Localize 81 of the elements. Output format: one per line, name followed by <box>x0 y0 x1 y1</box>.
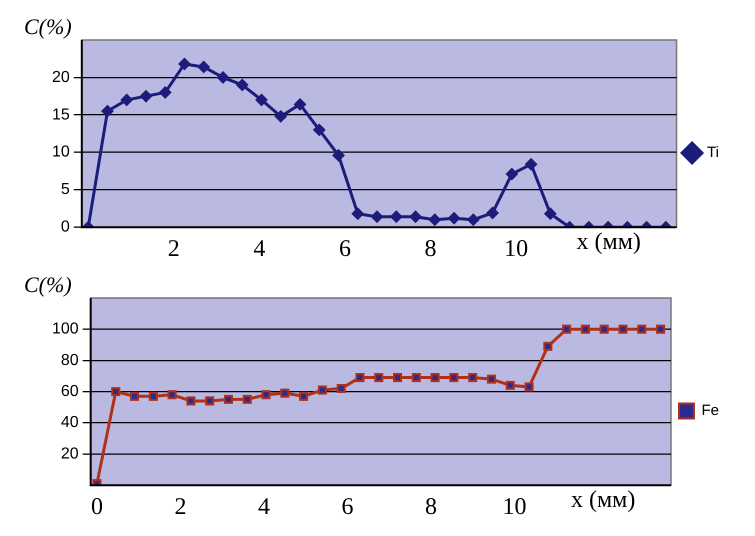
point <box>120 94 133 106</box>
point <box>242 394 252 404</box>
point <box>352 208 364 220</box>
point <box>410 210 422 223</box>
point <box>544 208 556 220</box>
x-axis-title: x (мм) <box>576 229 641 256</box>
y-tick-label: 10 <box>52 144 70 161</box>
point <box>468 373 478 382</box>
x-tick-label: 0 <box>90 494 103 520</box>
point <box>313 124 326 136</box>
point <box>256 94 268 106</box>
point <box>524 382 534 392</box>
x-tick-label: 4 <box>253 236 266 262</box>
y-tick-label: 40 <box>60 414 79 432</box>
x-axis-title: x (мм) <box>570 487 636 514</box>
x-tick-label: 10 <box>502 494 526 520</box>
point <box>656 324 666 334</box>
point <box>393 373 402 382</box>
point <box>412 373 421 382</box>
point <box>140 90 152 102</box>
x-tick-label: 2 <box>174 494 186 520</box>
point <box>486 374 496 384</box>
point <box>148 392 158 401</box>
y-tick-label: 0 <box>60 218 70 236</box>
x-tick-label: 10 <box>504 236 528 262</box>
point <box>198 60 210 73</box>
point <box>506 168 518 180</box>
x-tick-label: 2 <box>168 236 180 262</box>
point <box>318 386 327 395</box>
point <box>262 390 271 400</box>
x-tick-label: 8 <box>424 236 437 262</box>
x-tick-label: 6 <box>338 236 351 262</box>
point <box>543 342 552 351</box>
y-axis-title: C(%) <box>24 272 72 298</box>
point <box>205 396 214 406</box>
point <box>449 373 458 382</box>
y-tick-label: 100 <box>52 320 79 338</box>
y-tick-label: 20 <box>60 445 79 462</box>
point <box>600 324 609 334</box>
point <box>355 373 365 382</box>
point <box>430 373 440 382</box>
legend-label: Fe <box>701 402 720 420</box>
point <box>111 387 120 396</box>
point <box>390 210 402 223</box>
point <box>186 396 196 406</box>
point <box>467 214 480 226</box>
point <box>525 158 538 170</box>
point <box>168 390 177 400</box>
point <box>371 210 384 223</box>
point <box>637 324 646 334</box>
point <box>178 58 190 70</box>
point <box>336 384 346 394</box>
point <box>428 214 441 226</box>
x-tick-label: 6 <box>341 494 354 520</box>
x-tick-label: 8 <box>424 494 437 520</box>
point <box>294 98 306 110</box>
y-tick-label: 60 <box>60 383 79 400</box>
y-tick-label: 20 <box>52 68 70 86</box>
point <box>101 105 114 118</box>
point <box>562 324 572 334</box>
point <box>486 206 499 219</box>
point <box>224 394 233 404</box>
point <box>280 388 290 398</box>
legend-label: Ti <box>707 144 720 162</box>
point <box>448 212 460 224</box>
point <box>506 380 515 390</box>
point <box>374 373 384 382</box>
point <box>217 71 229 84</box>
point <box>580 324 590 334</box>
point <box>159 86 172 98</box>
point <box>130 392 140 401</box>
point <box>299 392 308 401</box>
y-tick-label: 15 <box>52 106 70 124</box>
point <box>332 149 345 162</box>
y-tick-label: 80 <box>60 352 79 369</box>
point <box>618 324 628 334</box>
x-tick-label: 4 <box>258 494 270 520</box>
y-axis-title: C(%) <box>24 14 72 40</box>
point <box>236 78 248 91</box>
y-tick-label: 5 <box>60 181 70 198</box>
point <box>274 110 287 122</box>
